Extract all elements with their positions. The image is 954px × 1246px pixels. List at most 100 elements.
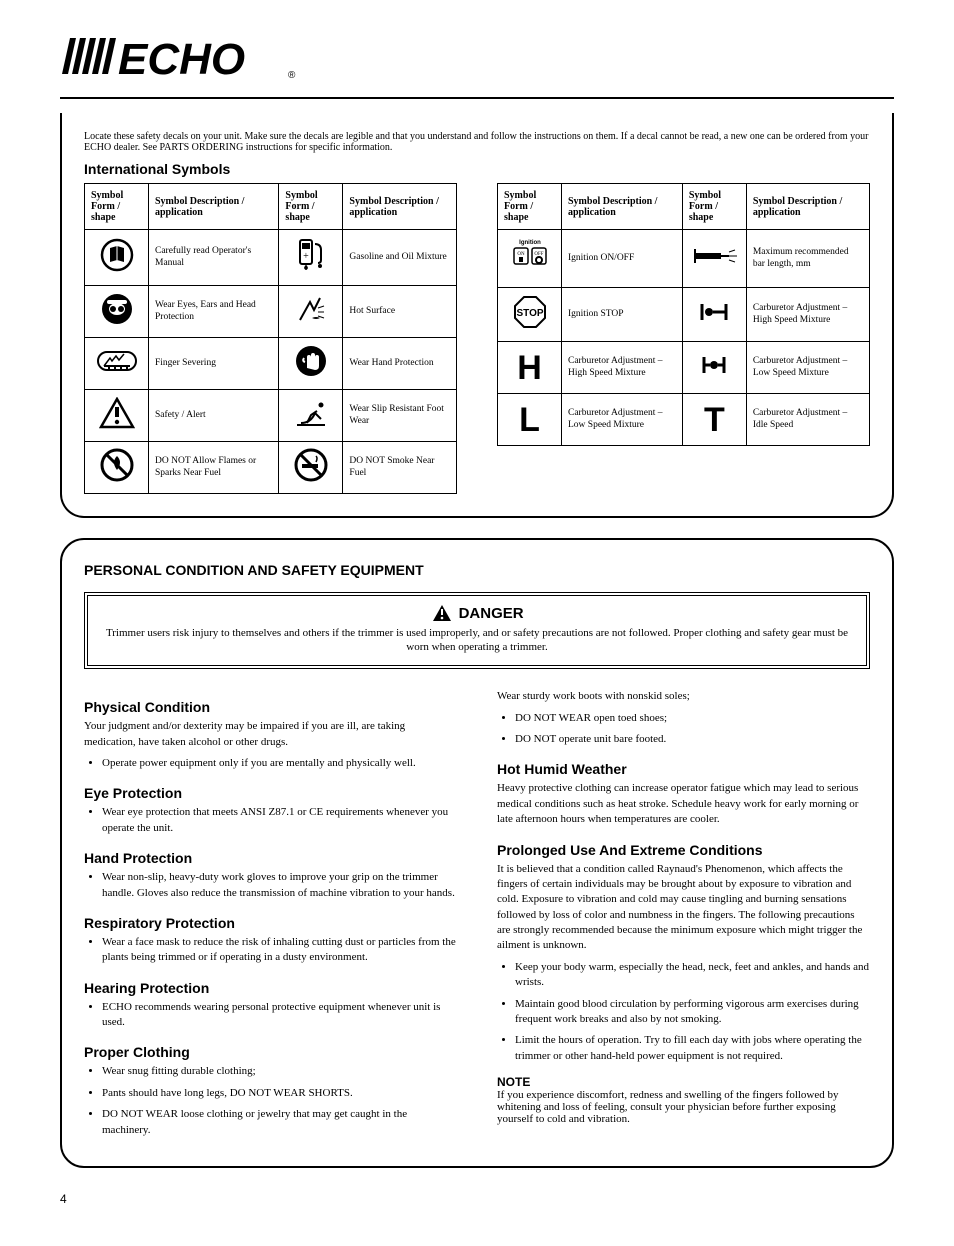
list-item: Wear snug fitting durable clothing; [102,1064,457,1079]
resp-heading: Respiratory Protection [84,915,457,931]
hearing-heading: Hearing Protection [84,980,457,996]
table-row: Finger Severing Wear Hand Protection [85,338,457,390]
safety-section: PERSONAL CONDITION AND SAFETY EQUIPMENT … [60,538,894,1168]
letter-t-icon: T [682,394,746,446]
weather-body: Heavy protective clothing can increase o… [497,781,870,827]
def: Carburetor Adjustment – High Speed Mixtu… [562,342,683,394]
fingers-icon [85,338,149,390]
hand-list: Wear non-slip, heavy-duty work gloves to… [84,870,457,901]
def: Hot Surface [343,286,457,338]
def: Wear Hand Protection [343,338,457,390]
th-form: Symbol Form / shape [498,184,562,230]
eye-list: Wear eye protection that meets ANSI Z87.… [84,805,457,836]
footwear-list: DO NOT WEAR open toed shoes; DO NOT oper… [497,711,870,748]
svg-text:STOP: STOP [516,308,543,319]
list-item: Wear non-slip, heavy-duty work gloves to… [102,870,457,901]
table-row: IgnitionONOFF Ignition ON/OFF Maximum re… [498,230,870,288]
def: DO NOT Allow Flames or Sparks Near Fuel [149,442,279,494]
def: Wear Slip Resistant Foot Wear [343,390,457,442]
def: Carburetor Adjustment – Idle Speed [746,394,869,446]
header-rule: ECHO ® [60,30,894,99]
def: Maximum recommended bar length, mm [746,230,869,288]
list-item: Keep your body warm, especially the head… [515,960,870,991]
warning-icon [85,390,149,442]
svg-text:Ignition: Ignition [519,240,541,246]
table-row: DO NOT Allow Flames or Sparks Near Fuel … [85,442,457,494]
eye-heading: Eye Protection [84,785,457,801]
list-item: ECHO recommends wearing personal protect… [102,1000,457,1031]
section-title: PERSONAL CONDITION AND SAFETY EQUIPMENT [84,562,870,580]
symbol-table-right: Symbol Form / shape Symbol Description /… [497,183,870,446]
table-row: Symbol Form / shape Symbol Description /… [498,184,870,230]
th-form: Symbol Form / shape [279,184,343,230]
physical-heading: Physical Condition [84,699,457,715]
th-desc: Symbol Description / application [343,184,457,230]
hearing-list: ECHO recommends wearing personal protect… [84,1000,457,1031]
def: Carburetor Adjustment – Low Speed Mixtur… [746,342,869,394]
physical-list: Operate power equipment only if you are … [84,756,457,771]
table-row: Wear Eyes, Ears and Head Protection Hot … [85,286,457,338]
symbol-table-left: Symbol Form / shape Symbol Description /… [84,183,457,494]
danger-box: DANGER Trimmer users risk injury to them… [84,592,870,670]
nosmoke-icon [279,442,343,494]
vibration-heading: Prolonged Use And Extreme Conditions [497,842,870,858]
list-item: Wear eye protection that meets ANSI Z87.… [102,805,457,836]
list-item: Operate power equipment only if you are … [102,756,457,771]
gloves-icon [279,338,343,390]
ignition-icon: IgnitionONOFF [498,230,562,288]
table-row: Safety / Alert Wear Slip Resistant Foot … [85,390,457,442]
physical-intro: Your judgment and/or dexterity may be im… [84,719,457,750]
safety-left-col: Physical Condition Your judgment and/or … [84,685,457,1144]
list-item: Wear a face mask to reduce the risk of i… [102,935,457,966]
list-item: Pants should have long legs, DO NOT WEAR… [102,1086,457,1101]
table-row: STOP Ignition STOP Carburetor Adjustment… [498,288,870,342]
danger-label: DANGER [459,605,524,622]
footwear-intro: Wear sturdy work boots with nonskid sole… [497,689,870,704]
def: Ignition STOP [562,288,683,342]
def: Safety / Alert [149,390,279,442]
safety-right-col: Wear sturdy work boots with nonskid sole… [497,685,870,1144]
warning-icon [432,604,452,622]
svg-text:+: + [303,251,309,262]
list-item: DO NOT WEAR loose clothing or jewelry th… [102,1107,457,1138]
def: Carburetor Adjustment – High Speed Mixtu… [746,288,869,342]
manual-icon [85,230,149,286]
table-row: L Carburetor Adjustment – Low Speed Mixt… [498,394,870,446]
def: Finger Severing [149,338,279,390]
symbols-columns: Symbol Form / shape Symbol Description /… [84,183,870,494]
hand-heading: Hand Protection [84,850,457,866]
noflame-icon [85,442,149,494]
page-number: 4 [60,1192,894,1206]
def: DO NOT Smoke Near Fuel [343,442,457,494]
th-form: Symbol Form / shape [85,184,149,230]
throttle-a-icon [682,288,746,342]
slip-icon [279,390,343,442]
svg-text:®: ® [288,70,296,81]
danger-text: Trimmer users risk injury to themselves … [98,626,856,656]
symbols-section: Locate these safety decals on your unit.… [60,113,894,518]
fuelmix-icon: + [279,230,343,286]
th-form: Symbol Form / shape [682,184,746,230]
clothing-list: Wear snug fitting durable clothing; Pant… [84,1064,457,1138]
goggles-icon [85,286,149,338]
svg-text:ECHO: ECHO [118,35,245,84]
page: ECHO ® Locate these safety decals on you… [0,0,954,1246]
echo-logo: ECHO ® [60,30,300,84]
danger-title: DANGER [98,604,856,622]
symbols-right: Symbol Form / shape Symbol Description /… [497,183,870,494]
svg-text:ON: ON [517,252,525,257]
throttle-b-icon [682,342,746,394]
stop-icon: STOP [498,288,562,342]
def: Carburetor Adjustment – Low Speed Mixtur… [562,394,683,446]
symbols-heading: International Symbols [84,161,870,177]
vibration-body: It is believed that a condition called R… [497,862,870,954]
symbols-caption: Locate these safety decals on your unit.… [84,131,870,153]
def: Wear Eyes, Ears and Head Protection [149,286,279,338]
safety-columns: Physical Condition Your judgment and/or … [84,685,870,1144]
list-item: Limit the hours of operation. Try to fil… [515,1033,870,1064]
note-text: If you experience discomfort, redness an… [497,1089,839,1125]
hotparts-icon [279,286,343,338]
table-row: Carefully read Operator's Manual + Gasol… [85,230,457,286]
resp-list: Wear a face mask to reduce the risk of i… [84,935,457,966]
def: Carefully read Operator's Manual [149,230,279,286]
